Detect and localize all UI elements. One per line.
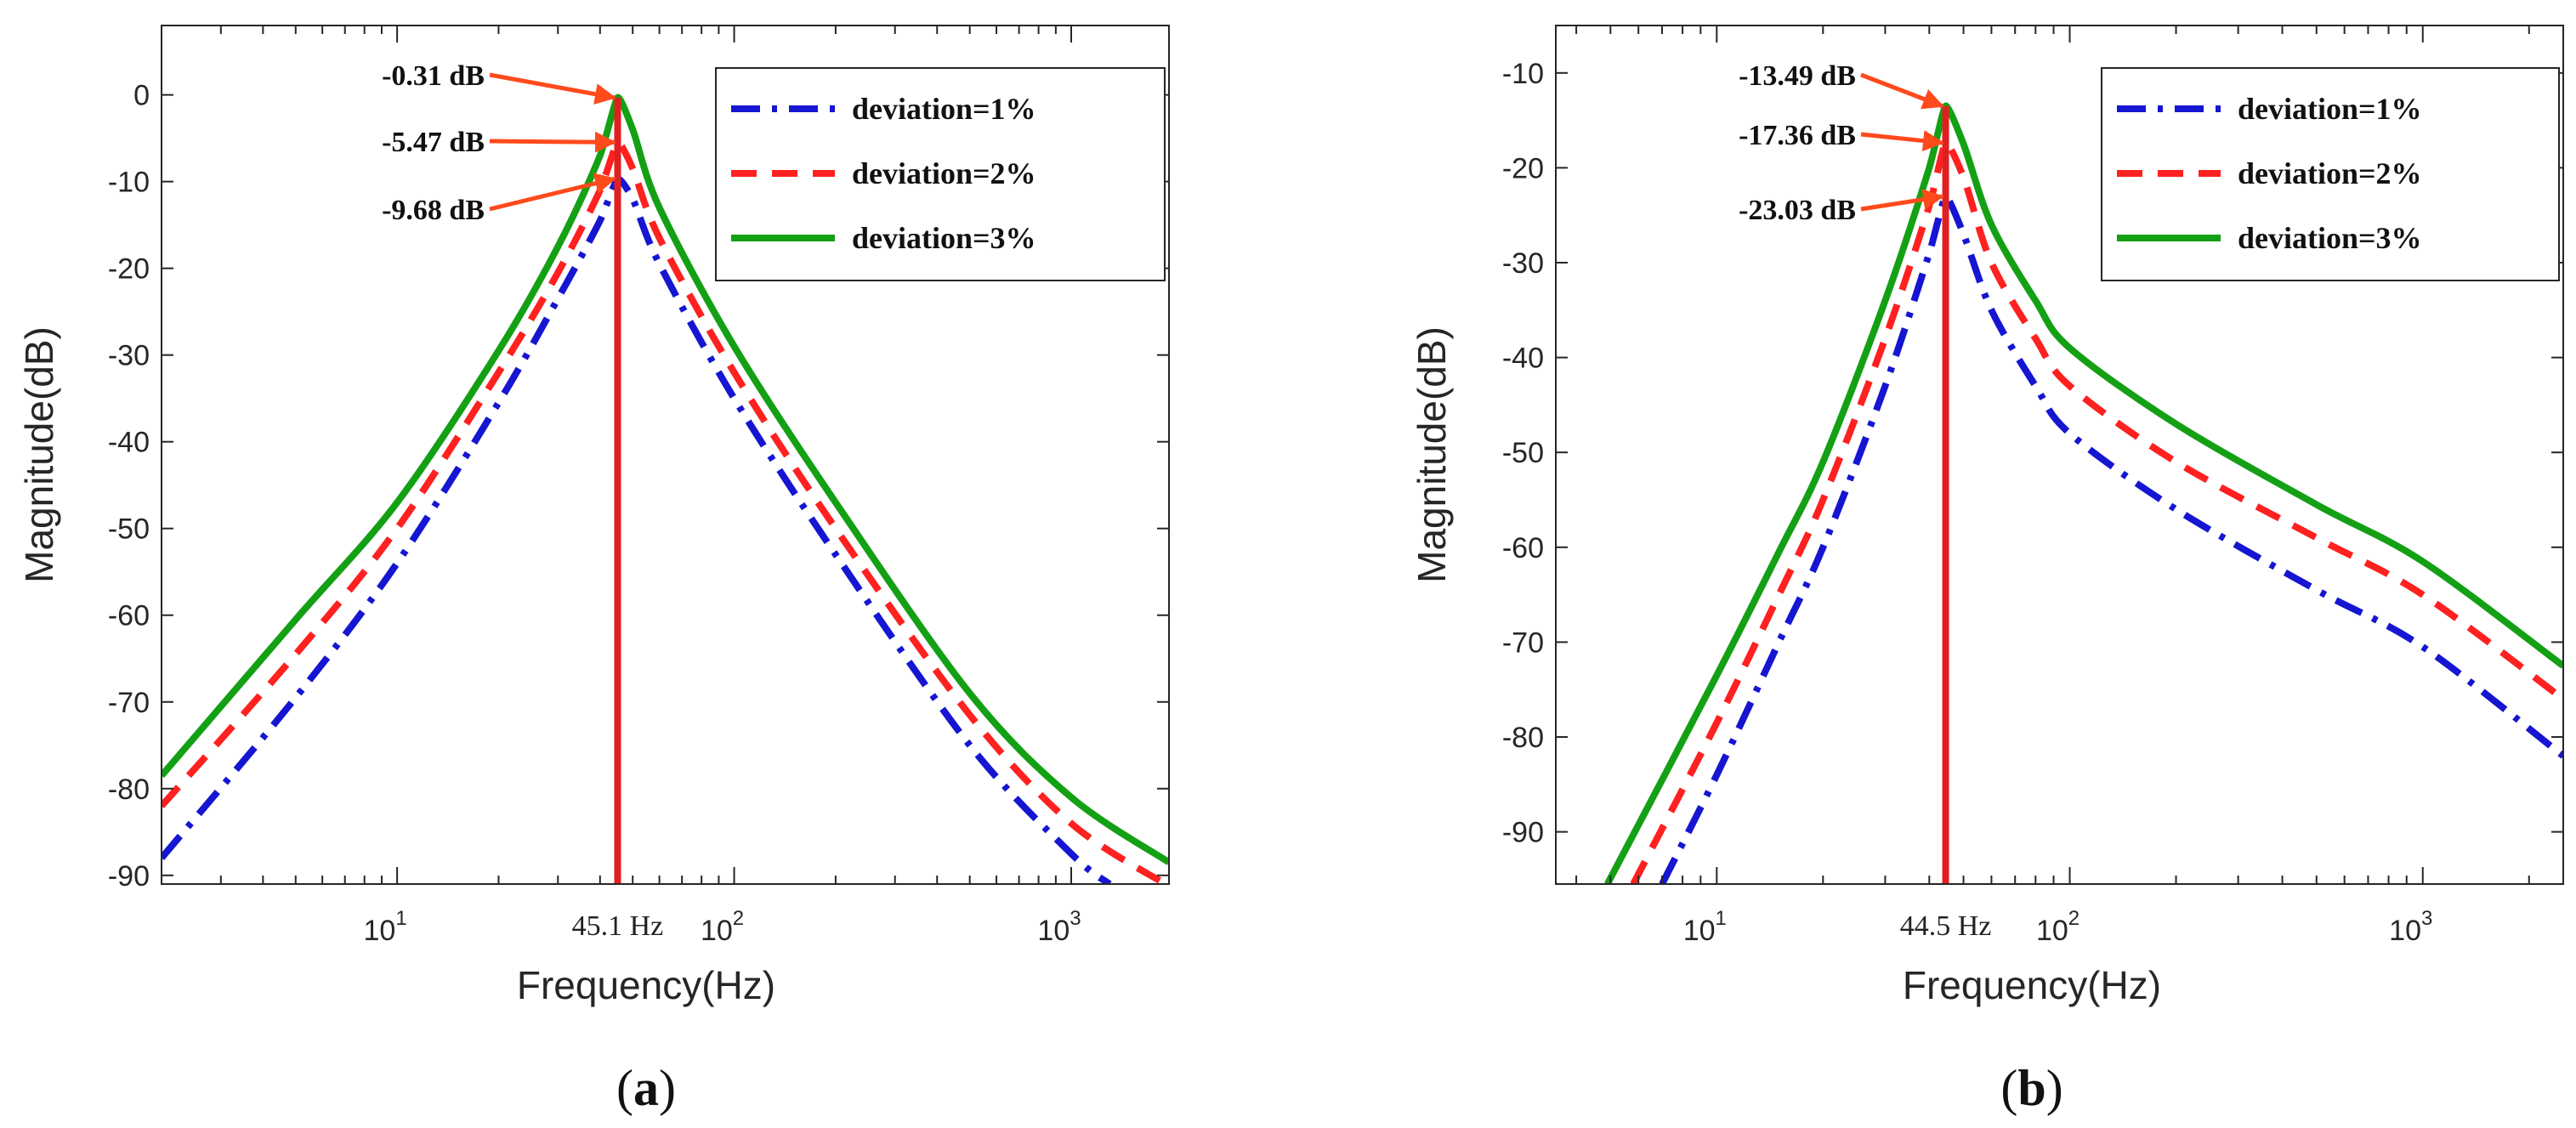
- annotation-arrow: [489, 72, 616, 105]
- y-tick-label: -40: [1502, 343, 1544, 375]
- peak-annotation: -23.03 dB: [1739, 195, 1856, 226]
- peak-annotation: -9.68 dB: [382, 195, 485, 226]
- legend-entry: deviation=3%: [2238, 221, 2422, 255]
- x-tick-label: 103: [1037, 907, 1081, 947]
- y-axis-title-b: Magnitude(dB): [1410, 326, 1454, 583]
- annotation-arrow: [1860, 130, 1945, 152]
- y-tick-label: -30: [108, 340, 150, 372]
- x-tick-labels-b: 101 102 103: [1683, 907, 2433, 947]
- peak-annotations-a: -0.31 dB -5.47 dB -9.68 dB: [382, 60, 616, 226]
- y-tick-label: -60: [1502, 532, 1544, 564]
- series-line-2: [1630, 139, 2563, 884]
- y-tick-label: -80: [1502, 722, 1544, 754]
- plot-frame-b: [1555, 25, 2564, 885]
- x-tick-label: 101: [1683, 907, 1727, 947]
- series-line-3: [1604, 102, 2563, 884]
- y-axis-title-a: Magnitude(dB): [17, 326, 61, 583]
- annotation-arrow: [489, 131, 616, 153]
- x-tick-exponent: 2: [733, 907, 744, 930]
- x-tick-label: 102: [701, 907, 744, 947]
- panel-letter-a: a: [633, 1060, 659, 1116]
- legend-entry: deviation=3%: [852, 221, 1036, 255]
- x-tick-label: 102: [2036, 907, 2080, 947]
- y-tick-label: -70: [108, 687, 150, 719]
- y-tick-label: -60: [108, 600, 150, 632]
- y-tick-label: -20: [1502, 152, 1544, 184]
- resonance-label-b: 44.5 Hz: [1900, 910, 1992, 942]
- legend-a: deviation=1% deviation=2% deviation=3%: [715, 67, 1166, 281]
- legend-b: deviation=1% deviation=2% deviation=3%: [2101, 67, 2560, 281]
- annotation-arrow: [1860, 189, 1945, 212]
- series-line-1: [162, 175, 1112, 884]
- legend-entry: deviation=1%: [2238, 92, 2422, 126]
- peak-annotations-b: -13.49 dB -17.36 dB -23.03 dB: [1739, 60, 1945, 226]
- series-line-3: [162, 94, 1169, 865]
- x-tick-exponent: 1: [395, 907, 406, 930]
- legend-entry: deviation=2%: [852, 156, 1036, 190]
- y-tick-label: -70: [1502, 626, 1544, 659]
- x-tick-label: 101: [364, 907, 407, 947]
- x-tick-label: 103: [2389, 907, 2432, 947]
- y-tick-label: -90: [108, 860, 150, 893]
- y-tick-label: -10: [1502, 58, 1544, 90]
- x-axis-title-a: Frequency(Hz): [517, 963, 775, 1007]
- legend-entry: deviation=1%: [852, 92, 1036, 126]
- x-tick-base: 10: [1683, 915, 1716, 947]
- y-tick-label: -90: [1502, 817, 1544, 849]
- x-tick-base: 10: [701, 915, 733, 947]
- x-tick-exponent: 2: [2068, 907, 2080, 930]
- legend-entry: deviation=2%: [2238, 156, 2422, 190]
- y-tick-label: -80: [108, 774, 150, 806]
- y-tick-label: -20: [108, 253, 150, 286]
- y-tick-label: -40: [108, 427, 150, 459]
- series-layer-b: [1604, 102, 2563, 884]
- x-tick-base: 10: [2389, 915, 2421, 947]
- panel-b: -10-20-30-40-50-60-70-80-90 101 102 103 44…: [1410, 25, 2564, 1116]
- peak-annotation: -5.47 dB: [382, 127, 485, 158]
- series-layer-a: [162, 94, 1169, 884]
- panel-letter-b: b: [2017, 1060, 2045, 1116]
- annotation-arrow: [489, 173, 616, 212]
- y-tick-label: -50: [1502, 437, 1544, 469]
- series-line-2: [162, 139, 1167, 884]
- annotation-arrow: [1860, 72, 1944, 110]
- x-tick-exponent: 1: [1716, 907, 1727, 930]
- y-tick-label: -10: [108, 167, 150, 199]
- tick-marks-a: [161, 26, 1169, 884]
- x-tick-exponent: 3: [2421, 907, 2432, 930]
- y-tick-label: -50: [108, 513, 150, 546]
- x-tick-base: 10: [2036, 915, 2068, 947]
- x-axis-title-b: Frequency(Hz): [1903, 963, 2161, 1007]
- x-tick-exponent: 3: [1070, 907, 1081, 930]
- peak-annotation: -0.31 dB: [382, 60, 485, 92]
- y-tick-label: -30: [1502, 247, 1544, 280]
- series-line-1: [1659, 193, 2563, 884]
- panel-a: 0-10-20-30-40-50-60-70-80-90 101 102 103 4…: [17, 25, 1170, 1116]
- panel-label-a: (a): [616, 1060, 676, 1116]
- y-tick-labels-b: -10 -20 -30 -40 -50 -60 -70 -80 -90: [1502, 58, 1544, 849]
- y-tick-label: 0: [133, 80, 150, 112]
- plot-frame-a: [161, 25, 1170, 885]
- y-tick-labels-a: 0 -10 -20 -30 -40 -50 -60 -70 -80 -90: [108, 80, 150, 893]
- panel-label-b: (b): [2000, 1060, 2063, 1116]
- x-tick-labels-a: 101 102 103: [364, 907, 1081, 947]
- peak-annotation: -13.49 dB: [1739, 60, 1856, 92]
- peak-annotation: -17.36 dB: [1739, 120, 1856, 151]
- x-tick-base: 10: [364, 915, 396, 947]
- resonance-label-a: 45.1 Hz: [572, 910, 664, 942]
- x-tick-base: 10: [1037, 915, 1070, 947]
